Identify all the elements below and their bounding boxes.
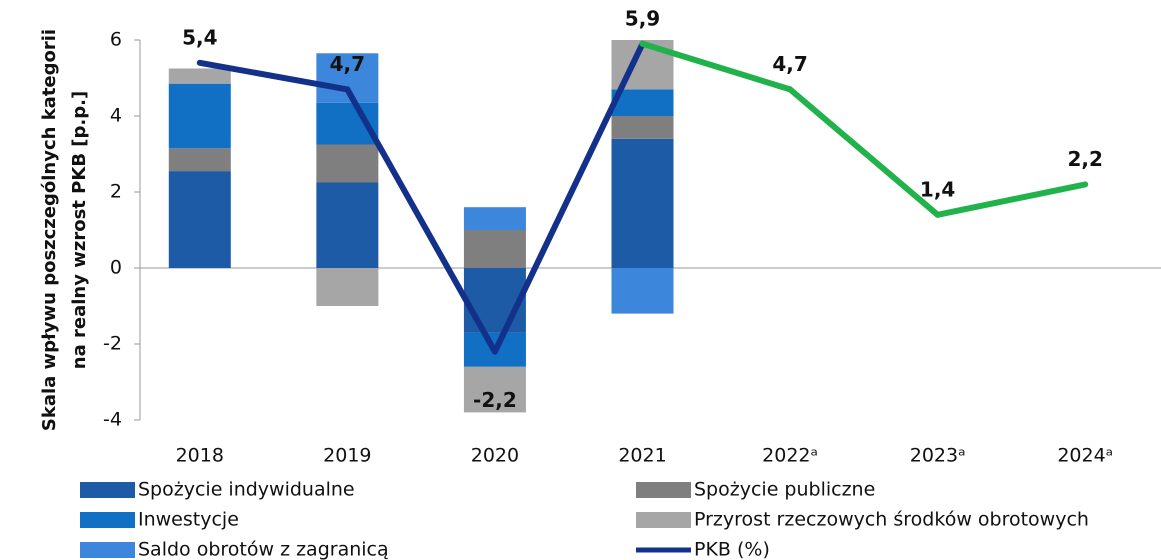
bar-segment <box>168 68 231 84</box>
legend-label: Inwestycje <box>138 509 239 531</box>
x-tick-label: 2018 <box>176 445 224 467</box>
y-tick-label: 4 <box>110 105 122 127</box>
legend-swatch <box>636 512 691 528</box>
x-tick-label: 2019 <box>323 445 371 467</box>
line-segment <box>639 40 794 93</box>
x-tick-label: 2024ᵃ <box>1057 445 1113 467</box>
legend-swatch <box>636 482 691 498</box>
legend-swatch <box>80 542 135 558</box>
bar-segment <box>316 268 379 306</box>
data-label: 4,7 <box>330 52 365 76</box>
data-label: 1,4 <box>920 177 955 201</box>
y-axis-title: Skala wpływu poszczególnych kategorii na… <box>39 29 90 431</box>
bar-segment <box>463 230 526 268</box>
line-segment <box>787 86 941 218</box>
bar-segment <box>611 138 674 268</box>
legend-label: Spożycie publiczne <box>694 479 875 501</box>
y-tick-label: -2 <box>103 333 122 355</box>
legend-swatch <box>80 482 135 498</box>
line-segment <box>344 86 498 355</box>
y-tick-label: 0 <box>110 257 122 279</box>
bar-segment <box>463 268 526 333</box>
x-tick-label: 2020 <box>471 445 519 467</box>
y-axis-title-line: Skala wpływu poszczególnych kategorii <box>39 29 60 431</box>
bar-segment <box>611 268 674 314</box>
y-tick-label: -4 <box>103 409 122 431</box>
y-tick-label: 6 <box>110 29 122 51</box>
legend-label: Przyrost rzeczowych środków obrotowych <box>694 509 1089 531</box>
line-segment <box>491 40 646 355</box>
legend-label: Spożycie indywidualne <box>138 479 355 501</box>
bar-segment <box>463 366 526 413</box>
line-segment <box>934 181 1089 218</box>
data-label: 4,7 <box>772 52 807 76</box>
x-tick-label: 2022ᵃ <box>762 445 818 467</box>
legend-label: Saldo obrotów z zagranicą <box>138 539 389 560</box>
legend-swatch <box>80 512 135 528</box>
data-label: 2,2 <box>1067 147 1102 171</box>
line-segment <box>196 59 351 93</box>
bar-segment <box>463 207 526 230</box>
bar-segment <box>168 148 231 172</box>
bar-segment <box>611 116 674 139</box>
data-label: 5,4 <box>182 25 217 49</box>
bar-segment <box>316 182 379 268</box>
x-tick-label: 2021 <box>618 445 666 467</box>
y-tick-label: 2 <box>110 181 122 203</box>
data-label: 5,9 <box>625 6 660 30</box>
bar-segment <box>168 171 231 268</box>
legend-label: PKB (%) <box>694 539 770 560</box>
y-axis-title-line: na realny wzrost PKB [p.p.] <box>69 91 90 369</box>
bar-segment <box>316 144 379 183</box>
data-label: -2,2 <box>473 388 517 412</box>
x-tick-label: 2023ᵃ <box>910 445 966 467</box>
bar-segment <box>168 83 231 149</box>
